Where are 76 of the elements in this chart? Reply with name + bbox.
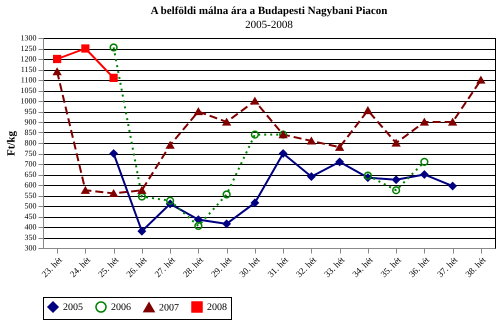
point bbox=[194, 108, 202, 116]
x-tick-label: 29. hét bbox=[209, 254, 234, 280]
legend-label: 2007 bbox=[159, 302, 179, 314]
point bbox=[420, 118, 428, 126]
y-tick-label: 1200 bbox=[20, 54, 36, 64]
x-tick-label: 32. hét bbox=[294, 254, 319, 280]
point bbox=[53, 54, 62, 64]
point bbox=[307, 172, 316, 181]
point bbox=[81, 186, 90, 194]
point bbox=[250, 97, 259, 105]
y-tick-label: 650 bbox=[24, 170, 36, 179]
x-tick-label: 27. hét bbox=[152, 254, 178, 280]
point bbox=[336, 144, 344, 151]
x-tick-label: 24. hét bbox=[68, 254, 93, 280]
point bbox=[53, 68, 62, 76]
point bbox=[476, 76, 485, 84]
x-tick-label: 23. hét bbox=[40, 254, 64, 280]
y-tick-label: 950 bbox=[24, 107, 36, 116]
y-tick-label: 450 bbox=[24, 212, 36, 221]
point bbox=[250, 130, 259, 139]
x-tick-label: 26. hét bbox=[124, 254, 150, 280]
point bbox=[110, 149, 118, 158]
x-tick-label: 36. hét bbox=[406, 254, 432, 280]
point bbox=[222, 190, 231, 199]
point bbox=[194, 222, 202, 230]
x-tick-label: 37. hét bbox=[435, 254, 460, 280]
legend-label: 2005 bbox=[63, 302, 83, 313]
point bbox=[110, 43, 118, 52]
x-tick-label: 34. hét bbox=[350, 254, 376, 280]
y-tick-label: 600 bbox=[24, 180, 36, 190]
y-tick-label: 1250 bbox=[20, 44, 36, 53]
point bbox=[279, 149, 288, 158]
x-tick-label: 31. hét bbox=[266, 254, 290, 280]
y-tick-label: 550 bbox=[24, 191, 36, 200]
point bbox=[194, 216, 202, 224]
y-tick-label: 1050 bbox=[20, 86, 36, 95]
y-tick-label: 1300 bbox=[20, 34, 36, 42]
legend-label: 2008 bbox=[207, 302, 227, 313]
x-tick-label: 28. hét bbox=[180, 254, 206, 280]
legend-label: 2006 bbox=[111, 302, 131, 313]
point bbox=[307, 137, 316, 145]
point bbox=[222, 220, 231, 228]
y-tick-label: 500 bbox=[24, 202, 36, 210]
x-tick-label: 25. hét bbox=[96, 254, 121, 280]
point bbox=[81, 44, 90, 53]
x-tick-label: 33. hét bbox=[322, 254, 347, 280]
point bbox=[364, 106, 372, 114]
point bbox=[448, 182, 457, 190]
y-tick-label: 700 bbox=[24, 160, 36, 168]
y-tick-label: 300 bbox=[24, 244, 36, 252]
y-tick-label: 800 bbox=[24, 138, 36, 148]
point bbox=[166, 196, 174, 205]
chart-subtitle: 2005-2008 bbox=[245, 19, 294, 31]
point bbox=[222, 118, 231, 126]
chart-title: A belföldi málna ára a Budapesti Nagybani Piacon bbox=[150, 5, 388, 17]
x-tick-label: 35. hét bbox=[378, 254, 404, 280]
x-tick-label: 30. hét bbox=[237, 254, 262, 280]
y-tick-label: 850 bbox=[24, 128, 36, 137]
y-tick-label: 1150 bbox=[20, 65, 36, 74]
y-tick-label: 400 bbox=[24, 222, 36, 232]
point bbox=[448, 118, 457, 126]
point bbox=[250, 198, 259, 207]
x-tick-label: 38. hét bbox=[463, 254, 488, 280]
y-tick-label: 750 bbox=[24, 149, 36, 158]
point bbox=[138, 186, 146, 194]
point bbox=[392, 139, 400, 147]
point bbox=[110, 190, 118, 198]
y-tick-label: 1100 bbox=[20, 76, 36, 84]
point bbox=[336, 158, 344, 166]
point bbox=[166, 141, 174, 149]
y-tick-label: 900 bbox=[24, 118, 36, 126]
point bbox=[110, 74, 118, 82]
y-tick-label: 1000 bbox=[20, 96, 36, 106]
point bbox=[138, 227, 146, 236]
y-axis-title: Ft/kg bbox=[6, 130, 18, 156]
y-tick-label: 350 bbox=[24, 233, 36, 242]
